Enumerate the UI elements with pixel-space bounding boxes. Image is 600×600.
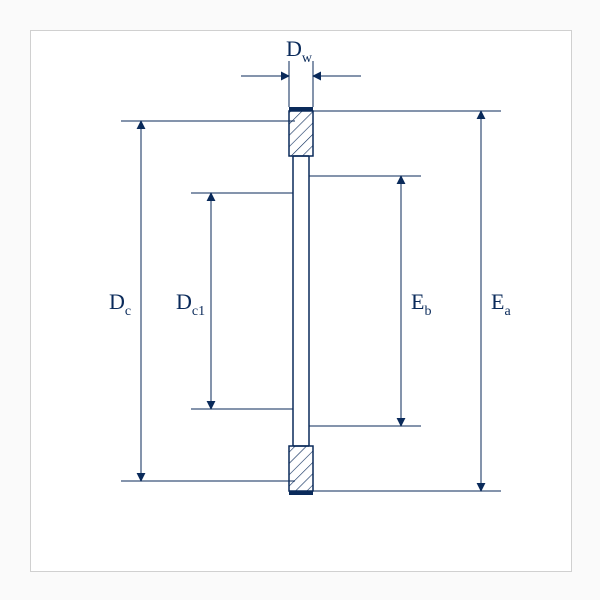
label-Dc1: Dc1 <box>176 289 205 319</box>
diagram-svg: Dw Dc Dc1 Eb Ea <box>31 31 571 571</box>
label-Ea: Ea <box>491 289 511 319</box>
dim-Dc: Dc <box>109 121 295 481</box>
label-Eb: Eb <box>411 289 431 319</box>
label-Dc: Dc <box>109 289 131 319</box>
diagram-frame: Dw Dc Dc1 Eb Ea <box>30 30 572 572</box>
roller-upper <box>289 111 313 156</box>
roller-upper-cap <box>289 107 313 111</box>
dim-Eb: Eb <box>309 176 431 426</box>
label-Dw: Dw <box>286 36 313 66</box>
roller-lower <box>289 446 313 491</box>
roller-lower-cap <box>289 491 313 495</box>
dim-Dc1: Dc1 <box>176 193 293 409</box>
dim-Dw: Dw <box>241 36 361 107</box>
